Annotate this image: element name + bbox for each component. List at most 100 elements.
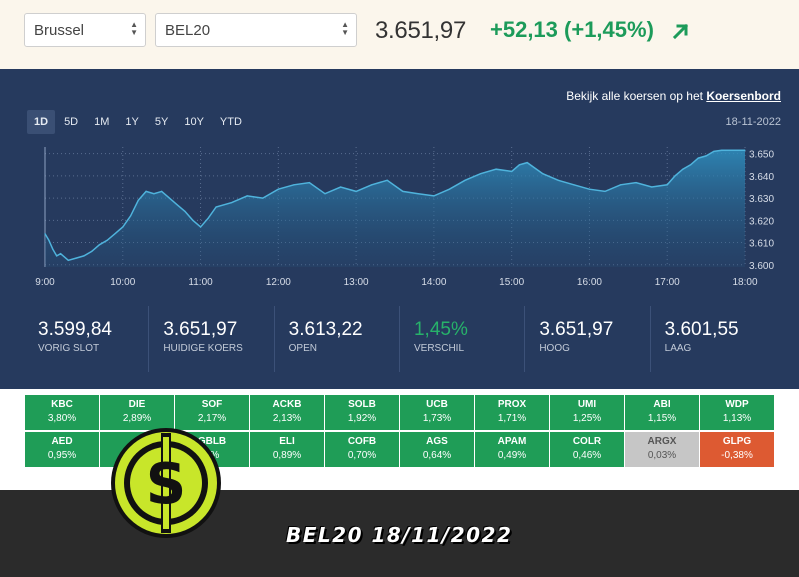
index-select[interactable]: BEL20 ▲ ▼	[155, 13, 357, 47]
tile-percent: -0,38%	[721, 450, 753, 461]
chart-point	[262, 197, 264, 199]
chart-point	[137, 199, 139, 201]
heatmap-tile-cofb[interactable]: COFB 0,70%	[325, 432, 399, 467]
index-select-value: BEL20	[165, 22, 211, 39]
heatmap-tile-die[interactable]: DIE 2,89%	[100, 395, 174, 430]
heatmap-tile-sof[interactable]: SOF 2,17%	[175, 395, 249, 430]
heatmap-tile-abi[interactable]: ABI 1,15%	[625, 395, 699, 430]
heatmap-tile-argx[interactable]: ARGX 0,03%	[625, 432, 699, 467]
tile-ticker: COFB	[347, 436, 377, 447]
y-tick-label: 3.630	[749, 194, 774, 205]
tile-ticker: UMI	[577, 399, 597, 410]
koersenbord-prefix: Bekijk alle koersen op het	[566, 89, 707, 103]
range-tab-1m[interactable]: 1M	[94, 116, 110, 128]
chart-point	[231, 202, 233, 204]
range-tab-1y[interactable]: 1Y	[125, 116, 139, 128]
select-arrows-icon: ▲ ▼	[341, 20, 349, 37]
chart-point	[293, 184, 295, 186]
koersenbord-link[interactable]: Koersenbord	[706, 89, 781, 103]
heatmap-tile-ags[interactable]: AGS 0,64%	[400, 432, 474, 467]
constituents-heatmap: KBC 3,80% DIE 2,89% SOF 2,17% ACKB 2,13% SOLB 1,9…	[25, 395, 775, 467]
y-tick-label: 3.600	[749, 261, 774, 272]
intraday-chart: 3.600 3.610 3.620 3.630 3.640 3.650 9:00 10:00 1…	[35, 147, 774, 288]
chart-point	[277, 188, 279, 190]
chart-point	[526, 162, 528, 164]
chart-point	[690, 164, 692, 166]
range-tab-5d[interactable]: 5D	[64, 116, 79, 128]
koersenbord-link-text: Bekijk alle koersen op het Koersenbord	[566, 89, 781, 103]
dollar-coin-logo: S	[111, 428, 221, 538]
tile-percent: 0,46%	[572, 450, 602, 461]
tile-ticker: GLPG	[722, 436, 752, 447]
chart-point	[145, 190, 147, 192]
chart-point	[682, 168, 684, 170]
chart-point	[651, 186, 653, 188]
chart-area	[45, 150, 745, 267]
heatmap-tile-colr[interactable]: COLR 0,46%	[550, 432, 624, 467]
chart-point	[168, 197, 170, 199]
price-change: +52,13 (+1,45%)	[490, 17, 654, 42]
heatmap-tile-umi[interactable]: UMI 1,25%	[550, 395, 624, 430]
chart-point	[480, 173, 482, 175]
stat-value: 3.599,84	[38, 319, 112, 340]
chart-date: 18-11-2022	[725, 116, 781, 128]
heatmap-tile-prox[interactable]: PROX 1,71%	[475, 395, 549, 430]
y-tick-label: 3.610	[749, 239, 774, 250]
stat-value: 3.651,97	[539, 319, 614, 340]
chart-point	[75, 257, 77, 259]
tile-ticker: ARGX	[647, 436, 677, 447]
heatmap-tile-apam[interactable]: APAM 0,49%	[475, 432, 549, 467]
tile-ticker: COLR	[572, 436, 602, 447]
tile-ticker: ABI	[653, 399, 671, 410]
heatmap-tile-solb[interactable]: SOLB 1,92%	[325, 395, 399, 430]
chart-point	[246, 195, 248, 197]
chart-point	[371, 184, 373, 186]
heatmap-tile-aed[interactable]: AED 0,95%	[25, 432, 99, 467]
heatmap-tile-glpg[interactable]: GLPG -0,38%	[700, 432, 774, 467]
chart-point	[705, 155, 707, 157]
stat-open: 3.613,22 OPEN	[273, 306, 399, 372]
chart-point	[573, 184, 575, 186]
y-tick-label: 3.640	[749, 172, 774, 183]
tile-percent: 1,13%	[722, 413, 752, 424]
heatmap-tile-kbc[interactable]: KBC 3,80%	[25, 395, 99, 430]
tile-ticker: AED	[51, 436, 73, 447]
range-tab-1d[interactable]: 1D	[27, 110, 56, 134]
heatmap-tile-eli[interactable]: ELI 0,89%	[250, 432, 324, 467]
range-tab-10y[interactable]: 10Y	[184, 116, 204, 128]
chart-point	[161, 190, 163, 192]
tile-percent: 0,03%	[647, 450, 677, 461]
tile-ticker: DIE	[128, 399, 146, 410]
x-tick-label: 18:00	[732, 277, 757, 288]
x-tick-label: 14:00	[421, 277, 446, 288]
chart-point	[130, 215, 132, 217]
banner-title: BEL20 18/11/2022	[286, 523, 513, 547]
market-select-value: Brussel	[34, 22, 85, 39]
chart-point	[604, 190, 606, 192]
chart-point	[448, 188, 450, 190]
chart-point	[588, 188, 591, 190]
heatmap-tile-wdp[interactable]: WDP 1,13%	[700, 395, 774, 430]
chart-point	[60, 253, 62, 255]
market-select[interactable]: Brussel ▲ ▼	[24, 13, 146, 47]
chart-point	[464, 179, 466, 181]
chart-point	[44, 233, 46, 235]
tile-percent: 0,70%	[347, 450, 377, 461]
stat-hoog: 3.651,97 HOOG	[524, 306, 649, 372]
chart-point	[511, 170, 513, 172]
arrow-up-right-icon	[672, 23, 689, 40]
chart-point	[557, 179, 559, 181]
range-tab-ytd[interactable]: YTD	[219, 116, 242, 128]
range-tab-5y[interactable]: 5Y	[154, 116, 169, 128]
stat-label: VERSCHIL	[413, 343, 464, 354]
tile-percent: 2,17%	[197, 413, 227, 424]
chart-point	[355, 190, 357, 192]
x-tick-label: 16:00	[577, 277, 602, 288]
chart-line	[44, 149, 745, 262]
heatmap-tile-ackb[interactable]: ACKB 2,13%	[250, 395, 324, 430]
chart-point	[324, 193, 326, 195]
tile-percent: 0,89%	[272, 450, 302, 461]
chart-point	[674, 175, 676, 177]
heatmap-tile-ucb[interactable]: UCB 1,73%	[400, 395, 474, 430]
tile-ticker: PROX	[497, 399, 527, 410]
